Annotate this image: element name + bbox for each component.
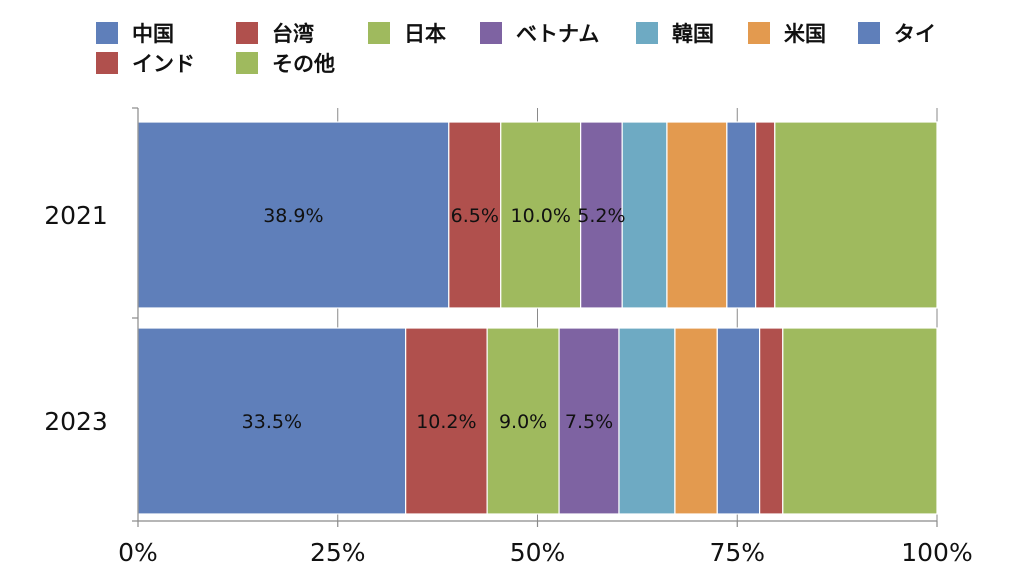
bar-segment (774, 121, 938, 309)
bar-segment (618, 327, 676, 515)
legend-item: 米国 (748, 18, 826, 48)
data-label: 6.5% (451, 205, 499, 227)
legend-label: 中国 (132, 22, 174, 46)
legend-label: その他 (272, 52, 335, 76)
bar-segment (674, 327, 718, 515)
legend-label: インド (132, 52, 195, 76)
bars (137, 121, 938, 515)
legend-label: 韓国 (672, 22, 714, 46)
legend-item: タイ (858, 18, 936, 48)
legend-item: 台湾 (236, 18, 314, 48)
x-tick-label: 25% (310, 538, 366, 567)
data-label: 38.9% (263, 205, 323, 227)
legend-item: 韓国 (636, 18, 714, 48)
data-label: 10.2% (416, 411, 476, 433)
x-tick-label: 100% (901, 538, 972, 567)
legend-label: ベトナム (516, 22, 600, 46)
legend-swatch (236, 22, 258, 44)
bar-segment (580, 121, 623, 309)
legend-label: 台湾 (272, 22, 314, 46)
legend-label: タイ (894, 22, 936, 46)
bar-segment (716, 327, 761, 515)
data-label: 10.0% (511, 205, 571, 227)
legend-label: 日本 (404, 22, 446, 46)
legend-item: その他 (236, 48, 335, 78)
bar-segment (621, 121, 668, 309)
bar-segment (782, 327, 938, 515)
category-label: 2023 (44, 407, 108, 436)
data-labels: 38.9% 6.5% 10.0% 5.2% 33.5% 10.2% 9.0% 7.5% (242, 205, 626, 433)
legend-swatch (480, 22, 502, 44)
legend-swatch (748, 22, 770, 44)
bar-segment (486, 327, 560, 515)
x-tick-label: 50% (510, 538, 566, 567)
category-label: 2021 (44, 201, 108, 230)
legend-item: 日本 (368, 18, 446, 48)
x-tick-label: 75% (709, 538, 765, 567)
bar-segment (405, 327, 488, 515)
legend-swatch (368, 22, 390, 44)
legend-swatch (236, 52, 258, 74)
legend-swatch (96, 52, 118, 74)
data-label: 5.2% (577, 205, 625, 227)
legend-item: ベトナム (480, 18, 599, 48)
legend-swatch (96, 22, 118, 44)
bar-segment (726, 121, 757, 309)
legend-swatch (858, 22, 880, 44)
data-label: 9.0% (499, 411, 547, 433)
legend-swatch (636, 22, 658, 44)
legend-item: 中国 (96, 18, 174, 48)
bar-segment (448, 121, 502, 309)
bar-segment (558, 327, 620, 515)
bar-segment (759, 327, 784, 515)
legend-label: 米国 (784, 22, 826, 46)
data-label: 33.5% (242, 411, 302, 433)
bar-segment (755, 121, 776, 309)
axes: 2021 2023 0% 25% 50% 75% 100% (44, 107, 973, 567)
data-label: 7.5% (565, 411, 613, 433)
bar-segment (137, 121, 450, 309)
legend-item: インド (96, 48, 195, 78)
x-tick-label: 0% (118, 538, 158, 567)
bar-segment (666, 121, 728, 309)
bar-segment (500, 121, 582, 309)
